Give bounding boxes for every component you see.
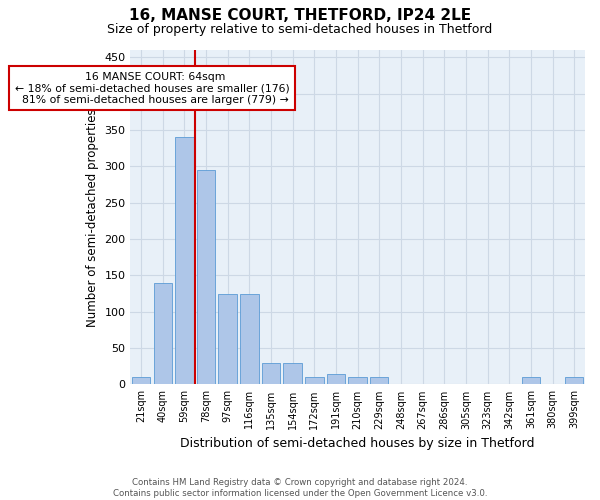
Bar <box>240 294 259 384</box>
Bar <box>197 170 215 384</box>
Bar <box>349 377 367 384</box>
Text: 16 MANSE COURT: 64sqm
← 18% of semi-detached houses are smaller (176)
  81% of s: 16 MANSE COURT: 64sqm ← 18% of semi-deta… <box>14 72 289 105</box>
Bar <box>565 377 583 384</box>
Bar <box>283 362 302 384</box>
Bar <box>218 294 237 384</box>
Bar <box>521 377 540 384</box>
Bar <box>327 374 345 384</box>
Bar <box>262 362 280 384</box>
Bar <box>305 377 323 384</box>
Text: Contains HM Land Registry data © Crown copyright and database right 2024.
Contai: Contains HM Land Registry data © Crown c… <box>113 478 487 498</box>
X-axis label: Distribution of semi-detached houses by size in Thetford: Distribution of semi-detached houses by … <box>181 437 535 450</box>
Y-axis label: Number of semi-detached properties: Number of semi-detached properties <box>86 108 98 326</box>
Bar <box>370 377 388 384</box>
Bar <box>154 282 172 384</box>
Bar <box>175 137 194 384</box>
Text: 16, MANSE COURT, THETFORD, IP24 2LE: 16, MANSE COURT, THETFORD, IP24 2LE <box>129 8 471 22</box>
Bar <box>132 377 150 384</box>
Text: Size of property relative to semi-detached houses in Thetford: Size of property relative to semi-detach… <box>107 22 493 36</box>
